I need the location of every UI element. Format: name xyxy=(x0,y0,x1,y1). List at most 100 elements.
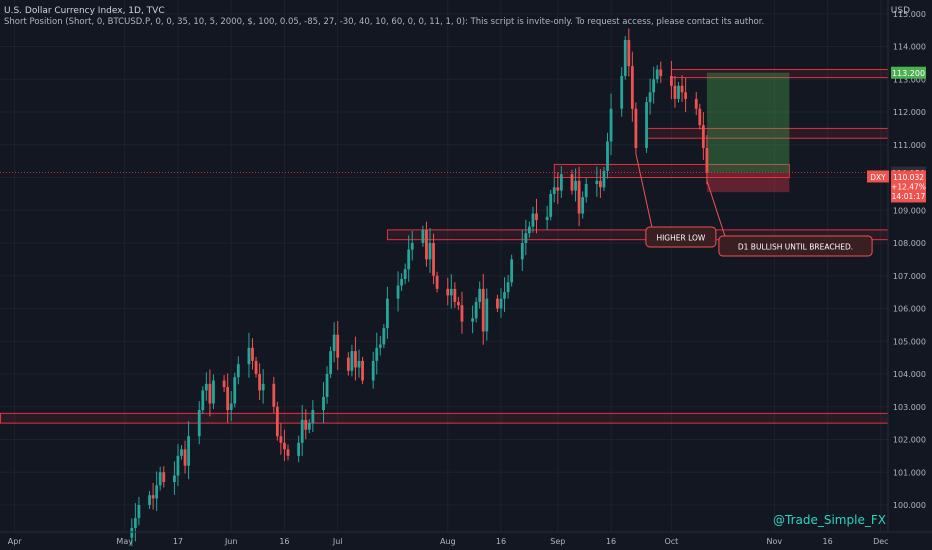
candle[interactable] xyxy=(421,229,425,243)
candle[interactable] xyxy=(645,102,648,149)
candle[interactable] xyxy=(499,298,503,309)
candle[interactable] xyxy=(410,243,414,250)
candle[interactable] xyxy=(212,380,215,404)
candle[interactable] xyxy=(474,301,478,319)
candle[interactable] xyxy=(510,259,514,283)
price-axis[interactable] xyxy=(888,0,932,550)
study-legend[interactable]: Short Position (Short, 0, BTCUSD.P, 0, 0… xyxy=(4,17,765,27)
candle[interactable] xyxy=(261,383,265,391)
candle[interactable] xyxy=(655,69,659,80)
candle[interactable] xyxy=(375,347,379,361)
candle[interactable] xyxy=(300,419,304,443)
candle[interactable] xyxy=(332,334,336,352)
candle[interactable] xyxy=(599,180,602,188)
candle[interactable] xyxy=(634,108,638,149)
candle[interactable] xyxy=(481,288,485,332)
candle[interactable] xyxy=(236,364,240,378)
candle[interactable] xyxy=(453,288,457,302)
candle[interactable] xyxy=(382,328,386,345)
candle[interactable] xyxy=(396,285,400,299)
candle[interactable] xyxy=(361,360,364,381)
callout-bullish-box[interactable] xyxy=(718,235,873,257)
candle[interactable] xyxy=(329,351,332,374)
candle[interactable] xyxy=(496,298,499,309)
candle[interactable] xyxy=(574,180,577,191)
candle[interactable] xyxy=(620,75,624,109)
candle[interactable] xyxy=(528,226,531,234)
candle[interactable] xyxy=(630,66,634,109)
candle[interactable] xyxy=(400,279,403,286)
callout-higher-low-box[interactable] xyxy=(645,226,717,248)
candle[interactable] xyxy=(506,282,510,293)
candle[interactable] xyxy=(701,125,705,149)
candle[interactable] xyxy=(173,475,176,483)
candle[interactable] xyxy=(570,174,574,191)
candle[interactable] xyxy=(151,495,155,499)
candle[interactable] xyxy=(545,216,549,221)
candle[interactable] xyxy=(158,472,162,486)
candle[interactable] xyxy=(371,360,375,381)
candle[interactable] xyxy=(311,410,315,424)
candle[interactable] xyxy=(425,229,428,260)
candle[interactable] xyxy=(407,249,411,270)
candle[interactable] xyxy=(336,334,340,358)
candle[interactable] xyxy=(137,505,141,519)
candle[interactable] xyxy=(357,360,361,368)
candle[interactable] xyxy=(183,449,187,466)
candle[interactable] xyxy=(247,347,251,365)
candle[interactable] xyxy=(279,436,283,443)
candle[interactable] xyxy=(155,485,159,499)
candle[interactable] xyxy=(176,455,180,476)
candle[interactable] xyxy=(478,288,482,302)
candle[interactable] xyxy=(623,39,627,76)
candle[interactable] xyxy=(286,449,290,456)
candle[interactable] xyxy=(208,383,212,404)
candle[interactable] xyxy=(435,275,439,289)
candle[interactable] xyxy=(648,92,652,103)
candle[interactable] xyxy=(162,472,166,483)
candle[interactable] xyxy=(133,518,137,528)
candle[interactable] xyxy=(222,380,226,388)
candle[interactable] xyxy=(652,79,656,93)
candle[interactable] xyxy=(680,85,684,93)
candle[interactable] xyxy=(503,292,506,299)
candle[interactable] xyxy=(251,347,254,361)
candle[interactable] xyxy=(659,69,663,76)
candle[interactable] xyxy=(694,98,698,109)
candle[interactable] xyxy=(187,436,190,466)
candle[interactable] xyxy=(520,243,524,260)
candle[interactable] xyxy=(535,213,538,221)
candle[interactable] xyxy=(531,213,535,227)
candle[interactable] xyxy=(428,243,432,260)
candle[interactable] xyxy=(297,442,301,456)
candle[interactable] xyxy=(378,344,382,348)
candle[interactable] xyxy=(275,406,279,437)
candle[interactable] xyxy=(684,92,687,99)
candle[interactable] xyxy=(449,288,453,296)
candle[interactable] xyxy=(403,269,407,280)
candle[interactable] xyxy=(485,298,489,332)
candle[interactable] xyxy=(283,442,286,450)
candle[interactable] xyxy=(386,298,389,329)
candle[interactable] xyxy=(705,148,709,173)
candle[interactable] xyxy=(130,527,134,538)
candle[interactable] xyxy=(595,180,599,185)
candle[interactable] xyxy=(233,377,237,404)
support-resistance-zone[interactable] xyxy=(0,412,889,424)
candle[interactable] xyxy=(673,85,677,99)
candle[interactable] xyxy=(346,357,350,371)
candle[interactable] xyxy=(350,351,354,371)
stop-area[interactable] xyxy=(706,172,790,193)
candle[interactable] xyxy=(602,170,606,188)
candle[interactable] xyxy=(606,141,609,171)
candle[interactable] xyxy=(698,108,702,126)
candle[interactable] xyxy=(559,174,563,191)
candle[interactable] xyxy=(180,449,183,456)
candle[interactable] xyxy=(325,374,329,397)
candle[interactable] xyxy=(556,187,560,191)
candle[interactable] xyxy=(446,288,450,296)
candle[interactable] xyxy=(432,243,435,276)
candle[interactable] xyxy=(148,495,151,505)
target-area[interactable] xyxy=(706,72,790,173)
